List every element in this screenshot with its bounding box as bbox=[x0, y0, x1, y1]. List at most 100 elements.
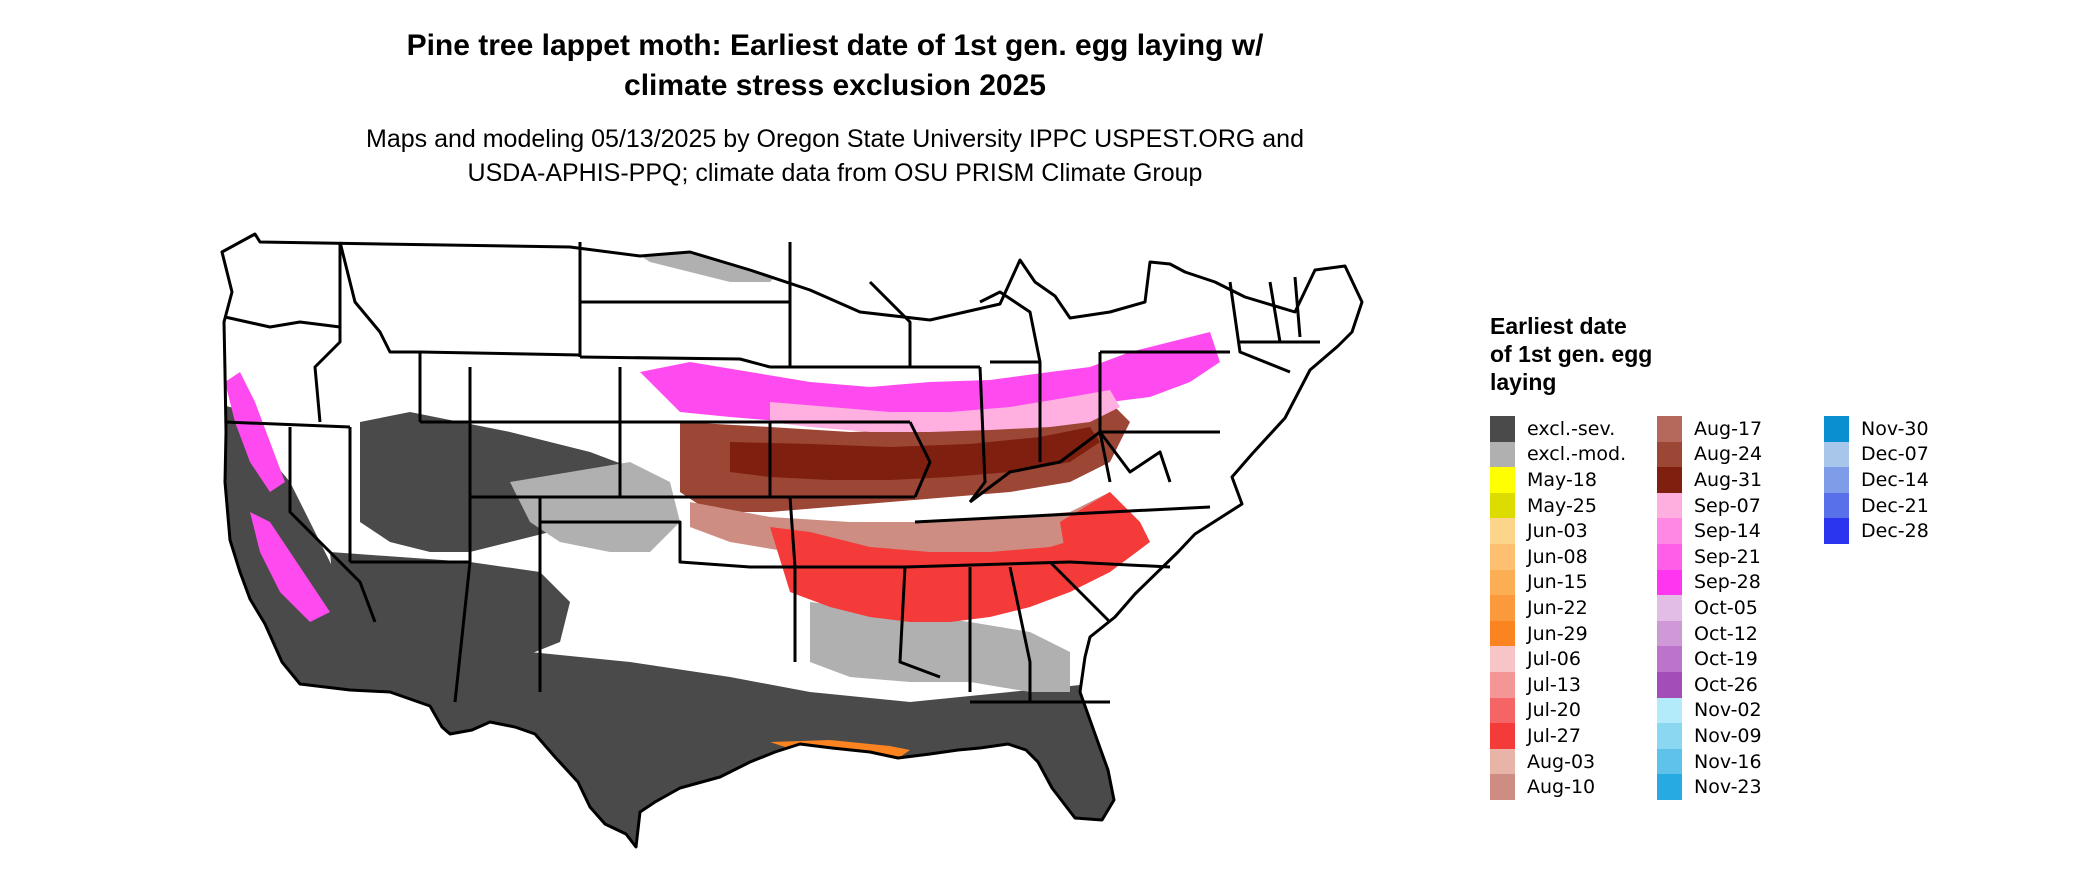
map-subtitle: Maps and modeling 05/13/2025 by Oregon S… bbox=[260, 122, 1410, 190]
map-subtitle-line-2: USDA-APHIS-PPQ; climate data from OSU PR… bbox=[467, 159, 1203, 187]
legend-item: Jun-22 bbox=[1490, 595, 1647, 621]
legend-item: Sep-21 bbox=[1657, 543, 1814, 570]
legend-label: Nov-30 bbox=[1861, 417, 1929, 440]
map-legend: Earliest date of 1st gen. egg laying exc… bbox=[1490, 312, 1981, 800]
border-mo-il bbox=[908, 421, 932, 498]
legend-item: Nov-16 bbox=[1657, 748, 1814, 775]
legend-label: Oct-05 bbox=[1694, 596, 1758, 619]
legend-item: Nov-09 bbox=[1657, 723, 1814, 749]
legend-label: excl.-sev. bbox=[1527, 417, 1616, 440]
region-brown-dark bbox=[730, 427, 1100, 480]
legend-swatch bbox=[1490, 748, 1515, 775]
legend-swatch bbox=[1657, 543, 1682, 570]
legend-swatch bbox=[1657, 646, 1682, 672]
border-sd-ne bbox=[579, 355, 771, 369]
border-ky-tn bbox=[914, 510, 1111, 524]
legend-item: excl.-mod. bbox=[1490, 441, 1647, 468]
legend-item: May-18 bbox=[1490, 467, 1647, 493]
legend-swatch bbox=[1657, 467, 1682, 493]
legend-label: Aug-17 bbox=[1694, 417, 1763, 440]
border-ok-ar bbox=[788, 496, 797, 662]
legend-label: Oct-19 bbox=[1694, 648, 1758, 671]
region-excl-mod-se bbox=[810, 602, 1070, 692]
legend-label: May-25 bbox=[1527, 494, 1597, 517]
legend-label: Oct-12 bbox=[1694, 622, 1758, 645]
legend-item: Sep-07 bbox=[1657, 492, 1814, 519]
legend-swatch bbox=[1490, 620, 1515, 647]
border-wa-or bbox=[224, 315, 341, 329]
legend-label: Nov-09 bbox=[1694, 724, 1762, 747]
legend-item: Dec-21 bbox=[1824, 492, 1981, 519]
legend-item: Aug-03 bbox=[1490, 748, 1647, 775]
legend-swatch bbox=[1490, 569, 1515, 596]
border-ca-nv bbox=[288, 427, 377, 623]
legend-swatch bbox=[1657, 518, 1682, 544]
region-magenta-ca bbox=[250, 512, 330, 622]
border-tn-south bbox=[904, 560, 1071, 569]
legend-swatch bbox=[1490, 518, 1515, 544]
legend-label: Dec-28 bbox=[1861, 520, 1929, 543]
legend-item: Nov-02 bbox=[1657, 697, 1814, 724]
legend-title-line-1: Earliest date bbox=[1490, 313, 1627, 339]
us-map bbox=[220, 232, 1364, 849]
border-mi bbox=[979, 290, 1042, 364]
us-outline bbox=[220, 232, 1364, 849]
legend-swatch bbox=[1657, 492, 1682, 519]
legend-label: excl.-mod. bbox=[1527, 443, 1627, 466]
legend-item: Aug-24 bbox=[1657, 441, 1814, 468]
border-id-wa bbox=[313, 242, 342, 423]
legend-label: Aug-24 bbox=[1694, 443, 1763, 466]
legend-item: Sep-14 bbox=[1657, 518, 1814, 544]
region-excl-sev-arizona bbox=[330, 552, 570, 677]
legend-swatch bbox=[1490, 492, 1515, 519]
legend-swatch bbox=[1490, 774, 1515, 800]
legend-swatch bbox=[1490, 646, 1515, 672]
legend-label: Sep-21 bbox=[1694, 545, 1761, 568]
legend-item: Jul-20 bbox=[1490, 697, 1647, 724]
state-borders bbox=[220, 232, 1364, 849]
legend-swatch bbox=[1657, 441, 1682, 468]
legend-label: Jun-29 bbox=[1527, 622, 1588, 645]
legend-label: Sep-07 bbox=[1694, 494, 1761, 517]
legend-item: Oct-26 bbox=[1657, 671, 1814, 698]
legend-label: Oct-26 bbox=[1694, 673, 1758, 696]
legend-swatch bbox=[1490, 595, 1515, 621]
legend-swatch bbox=[1657, 748, 1682, 775]
legend-label: Dec-07 bbox=[1861, 443, 1929, 466]
legend-swatch bbox=[1490, 543, 1515, 570]
legend-swatch bbox=[1824, 492, 1849, 519]
legend-label: May-18 bbox=[1527, 468, 1597, 491]
legend-label: Jul-06 bbox=[1527, 648, 1581, 671]
region-magenta-west bbox=[225, 372, 285, 492]
map-title: Pine tree lappet moth: Earliest date of … bbox=[260, 26, 1410, 106]
border-va-nc bbox=[1109, 505, 1211, 514]
legend-label: Jun-03 bbox=[1527, 520, 1588, 543]
legend-swatch bbox=[1824, 441, 1849, 468]
legend-label: Nov-23 bbox=[1694, 776, 1762, 799]
legend-label: Jun-15 bbox=[1527, 571, 1588, 594]
legend-item: Jun-08 bbox=[1490, 543, 1647, 570]
legend-column: excl.-sev. excl.-mod. May-18 May-25 Jun-03 Ju… bbox=[1490, 416, 1647, 800]
legend-column: Aug-17 Aug-24 Aug-31 Sep-07 Sep-14 Sep-21 Sep-… bbox=[1657, 416, 1814, 800]
border-ky-north bbox=[969, 430, 1112, 504]
border-ga-sc bbox=[1048, 560, 1112, 624]
border-nc-sc bbox=[1069, 560, 1171, 569]
legend-label: Aug-10 bbox=[1527, 776, 1596, 799]
legend-swatch bbox=[1490, 467, 1515, 493]
legend-columns: excl.-sev. excl.-mod. May-18 May-25 Jun-03 Ju… bbox=[1490, 416, 1981, 800]
legend-item: Jun-03 bbox=[1490, 518, 1647, 544]
legend-label: Sep-14 bbox=[1694, 520, 1761, 543]
legend-swatch bbox=[1490, 723, 1515, 749]
legend-swatch bbox=[1490, 441, 1515, 468]
legend-title: Earliest date of 1st gen. egg laying bbox=[1490, 312, 1710, 396]
legend-label: Aug-03 bbox=[1527, 750, 1596, 773]
legend-item: Dec-07 bbox=[1824, 441, 1981, 468]
border-al-ga bbox=[1008, 566, 1032, 702]
legend-swatch bbox=[1657, 620, 1682, 647]
legend-swatch bbox=[1824, 467, 1849, 493]
legend-swatch bbox=[1657, 697, 1682, 724]
legend-item: Dec-14 bbox=[1824, 467, 1981, 493]
border-ny-ne bbox=[1228, 281, 1291, 374]
legend-item: Jul-06 bbox=[1490, 646, 1647, 672]
legend-label: Jul-27 bbox=[1527, 724, 1581, 747]
